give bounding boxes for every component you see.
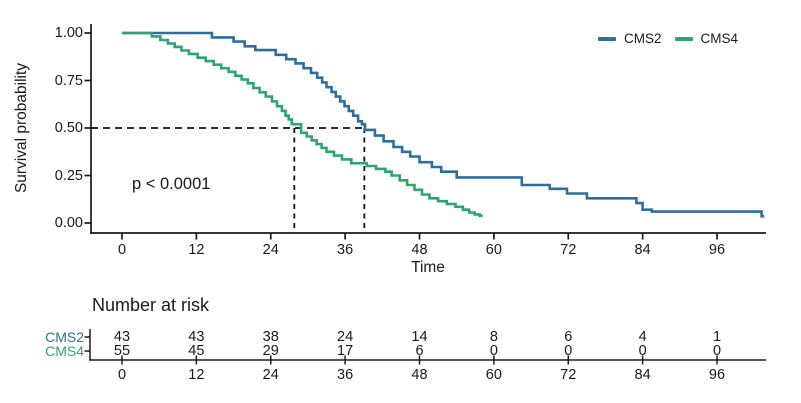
x-tick-label: 0	[117, 242, 127, 258]
x-tick-label: 60	[485, 242, 502, 258]
y-tick-label: 1.00	[54, 25, 83, 41]
risk-value: 43	[188, 329, 205, 345]
x-tick-label: 24	[262, 242, 279, 258]
risk-value: 29	[262, 343, 279, 359]
risk-value: 43	[113, 329, 131, 345]
legend-line-icon	[674, 37, 693, 41]
x-tick-label: 72	[560, 242, 577, 258]
risk-value: 0	[712, 343, 722, 359]
cms4-survival-curve	[122, 31, 483, 218]
risk-axis-label: 12	[188, 367, 205, 383]
risk-table-title: Number at risk	[92, 295, 210, 315]
legend: CMS2 CMS4	[598, 31, 738, 47]
x-tick-label: 96	[708, 242, 726, 258]
y-tick-label: 0.75	[54, 72, 83, 89]
risk-value: 4	[638, 329, 647, 345]
legend-label: CMS4	[700, 31, 739, 47]
legend-item-cms4: CMS4	[674, 31, 739, 47]
risk-value: 55	[113, 343, 131, 359]
risk-row-label-cms2: CMS2	[45, 329, 84, 345]
risk-value: 6	[564, 329, 573, 345]
x-tick-label: 36	[337, 242, 354, 258]
y-tick-label: 0.50	[54, 120, 83, 136]
cms2-survival-curve	[122, 31, 765, 218]
risk-axis-label: 48	[411, 367, 428, 383]
risk-axis-label: 96	[708, 367, 726, 383]
x-tick-label: 84	[634, 242, 651, 258]
risk-value: 0	[489, 343, 498, 359]
risk-value: 1	[712, 329, 722, 345]
risk-value: 45	[188, 343, 205, 359]
y-tick-label: 0.00	[54, 215, 83, 231]
x-axis-title: Time	[411, 259, 445, 276]
y-tick-label: 0.25	[54, 167, 83, 184]
legend-label: CMS2	[624, 31, 662, 47]
risk-axis-label: 60	[485, 367, 502, 383]
risk-axis-label: 36	[337, 367, 354, 383]
risk-axis-label: 72	[560, 367, 577, 383]
risk-value: 8	[489, 329, 498, 345]
legend-line-icon	[598, 37, 616, 41]
risk-value: 24	[337, 329, 354, 345]
legend-item-cms2: CMS2	[598, 32, 662, 46]
risk-axis-label: 84	[634, 367, 651, 383]
risk-value: 6	[415, 343, 424, 359]
risk-row-label-cms4: CMS4	[45, 343, 84, 359]
risk-value: 38	[262, 329, 279, 345]
risk-value: 17	[337, 343, 354, 359]
risk-value: 0	[564, 343, 573, 359]
risk-value: 14	[411, 329, 428, 345]
risk-value: 0	[638, 343, 647, 359]
risk-axis-label: 24	[262, 367, 279, 383]
x-tick-label: 48	[411, 242, 428, 258]
risk-axis-label: 0	[117, 367, 127, 383]
p-value-annotation: p < 0.0001	[132, 175, 211, 193]
x-tick-label: 12	[188, 242, 205, 258]
